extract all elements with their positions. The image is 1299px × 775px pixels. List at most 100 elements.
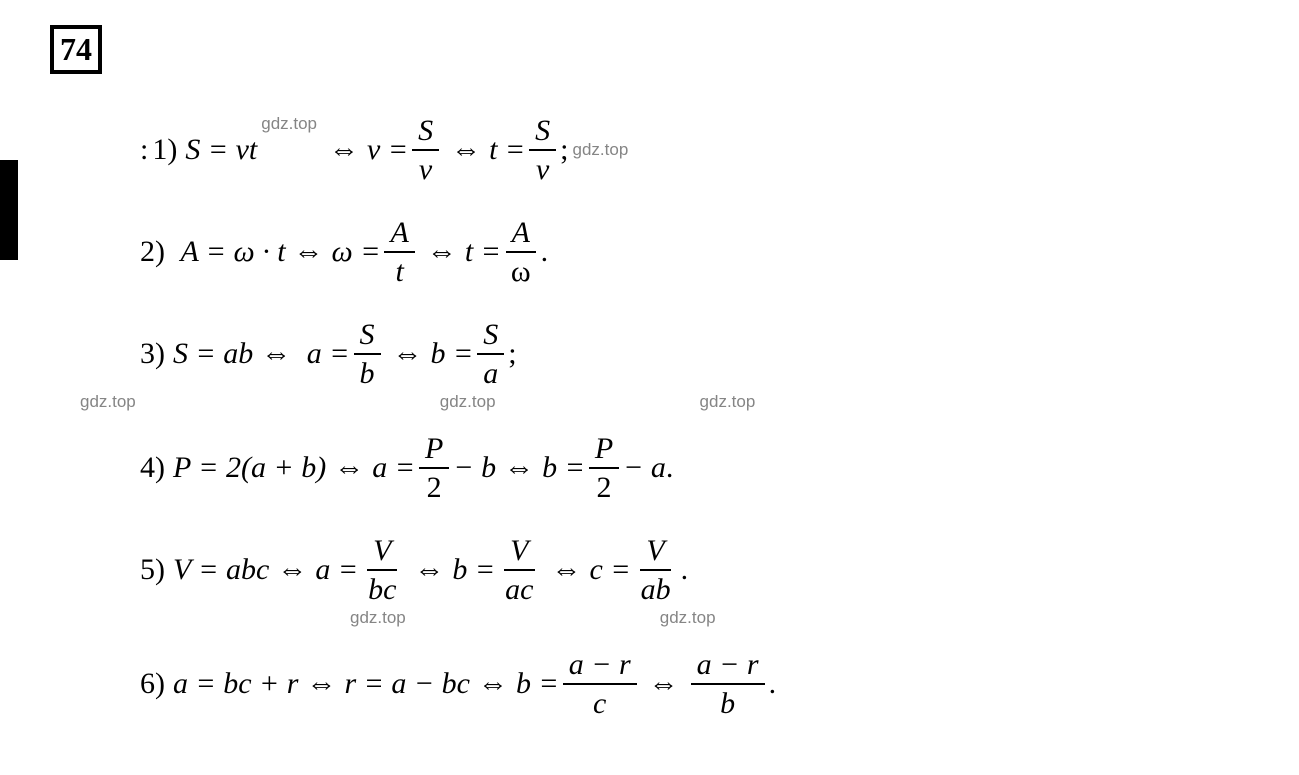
frac-num: P (419, 432, 449, 469)
watermark: gdz.top (660, 608, 716, 628)
frac-den: v (413, 151, 438, 186)
iff-arrow: ⇔ (552, 553, 582, 587)
eq4-end: . (666, 451, 674, 485)
iff-arrow: ⇔ (294, 235, 324, 269)
problem-number-box: 74 (50, 25, 102, 74)
watermark: gdz.top (700, 392, 756, 412)
eq4-frac1: P 2 (419, 432, 449, 504)
eq-number-6: 6) (140, 667, 165, 701)
frac-den: ω (505, 253, 537, 288)
eq6-step1: r = a − bc (344, 667, 469, 701)
eq-number-3: 3) (140, 337, 165, 371)
frac-num: a − r (563, 648, 637, 685)
iff-arrow: ⇔ (393, 337, 423, 371)
eq1-lhs: S = vt (185, 133, 257, 167)
eq2-step1-lhs: ω = (332, 235, 381, 269)
iff-arrow: ⇔ (478, 667, 508, 701)
eq2-end: . (541, 235, 549, 269)
frac-num: V (367, 534, 397, 571)
eq2-frac2: A ω (505, 216, 537, 288)
iff-arrow: ⇔ (649, 667, 679, 701)
frac-den: v (530, 151, 555, 186)
frac-num: S (354, 318, 381, 355)
iff-arrow: ⇔ (414, 553, 444, 587)
eq3-frac2: S a (477, 318, 504, 390)
equation-row-6: 6) a = bc + r ⇔ r = a − bc ⇔ b = a − r c… (140, 648, 1249, 720)
frac-num: A (384, 216, 414, 253)
frac-num: S (477, 318, 504, 355)
frac-num: V (640, 534, 670, 571)
watermark: gdz.top (80, 392, 136, 412)
frac-den: 2 (421, 469, 448, 504)
eq1-step1-lhs: v = (367, 133, 408, 167)
eq1-frac2: S v (529, 114, 556, 186)
eq1-end: ; (560, 133, 568, 167)
eq2-step2-lhs: t = (465, 235, 501, 269)
iff-arrow: ⇔ (261, 337, 291, 371)
frac-num: V (504, 534, 534, 571)
watermark-row-5: gdz.top gdz.top (140, 608, 1249, 628)
eq5-step3-lhs: c = (590, 553, 631, 587)
iff-arrow: ⇔ (334, 451, 364, 485)
equation-row-2: 2) A = ω · t ⇔ ω = A t ⇔ t = A ω . (140, 216, 1249, 288)
eq6-end: . (769, 667, 777, 701)
frac-den: b (714, 685, 741, 720)
eq6-step2-lhs: b = (516, 667, 559, 701)
eq4-frac2: P 2 (589, 432, 619, 504)
eq4-lhs: P = 2(a + b) (173, 451, 326, 485)
equation-row-5: 5) V = abc ⇔ a = V bc ⇔ b = V ac ⇔ c = V… (140, 534, 1249, 606)
frac-den: bc (362, 571, 402, 606)
eq-number-2: 2) (140, 235, 165, 269)
watermark-row-3: gdz.top gdz.top gdz.top (140, 392, 1249, 412)
watermark: gdz.top (573, 140, 629, 160)
eq5-step2-lhs: b = (452, 553, 495, 587)
frac-den: a (477, 355, 504, 390)
eq3-step2-lhs: b = (431, 337, 474, 371)
eq5-frac2: V ac (499, 534, 539, 606)
iff-arrow: ⇔ (277, 553, 307, 587)
eq3-lhs: S = ab (173, 337, 253, 371)
equation-row-4: 4) P = 2(a + b) ⇔ a = P 2 − b ⇔ b = P 2 … (140, 432, 1249, 504)
eq2-frac1: A t (384, 216, 414, 288)
frac-num: A (506, 216, 536, 253)
eq1-frac1: S v (412, 114, 439, 186)
iff-arrow: ⇔ (329, 133, 359, 167)
eq-number-4: 4) (140, 451, 165, 485)
equation-row-3: 3) S = ab ⇔ a = S b ⇔ b = S a ; (140, 318, 1249, 390)
frac-den: c (587, 685, 612, 720)
iff-arrow: ⇔ (427, 235, 457, 269)
watermark: gdz.top (350, 608, 406, 628)
eq5-frac1: V bc (362, 534, 402, 606)
frac-den: ab (635, 571, 677, 606)
eq3-frac1: S b (354, 318, 381, 390)
eq4-step2-tail: − a (623, 451, 666, 485)
frac-den: ac (499, 571, 539, 606)
watermark: gdz.top (261, 114, 317, 134)
eq5-lhs: V = abc (173, 553, 269, 587)
leading-colon: : (140, 133, 148, 167)
eq1-step2-lhs: t = (489, 133, 525, 167)
frac-den: b (354, 355, 381, 390)
eq5-frac3: V ab (635, 534, 677, 606)
eq2-lhs: A = ω · t (181, 235, 286, 269)
frac-den: 2 (591, 469, 618, 504)
eq3-step1-lhs: a = (307, 337, 350, 371)
frac-num: a − r (691, 648, 765, 685)
left-margin-bar (0, 160, 18, 260)
eq5-step1-lhs: a = (315, 553, 358, 587)
watermark: gdz.top (440, 392, 496, 412)
eq6-frac1: a − r c (563, 648, 637, 720)
eq3-end: ; (508, 337, 516, 371)
eq-number-1: 1) (152, 133, 177, 167)
frac-den: t (389, 253, 409, 288)
equations-container: : 1) S = vt gdz.top ⇔ v = S v ⇔ t = S v … (140, 114, 1249, 720)
frac-num: S (529, 114, 556, 151)
eq4-step1-tail: − b (453, 451, 496, 485)
iff-arrow: ⇔ (451, 133, 481, 167)
eq6-lhs: a = bc + r (173, 667, 298, 701)
frac-num: P (589, 432, 619, 469)
iff-arrow: ⇔ (306, 667, 336, 701)
eq-number-5: 5) (140, 553, 165, 587)
eq4-step2-lhs: b = (542, 451, 585, 485)
iff-arrow: ⇔ (504, 451, 534, 485)
